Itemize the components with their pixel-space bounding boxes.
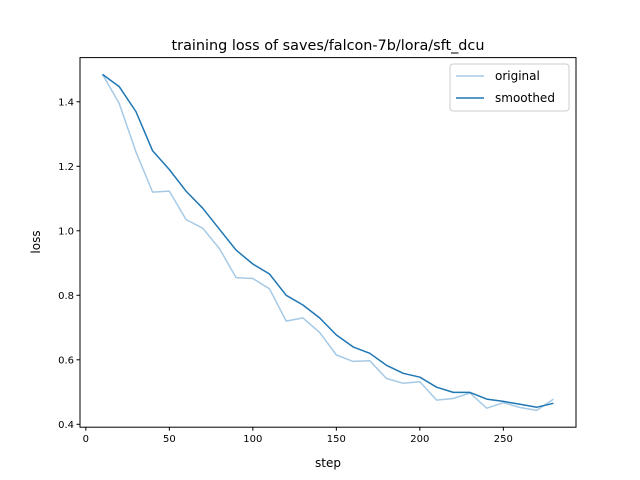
x-axis-label: step bbox=[315, 456, 341, 470]
chart-title: training loss of saves/falcon-7b/lora/sf… bbox=[172, 38, 485, 54]
series-line-smoothed bbox=[102, 73, 554, 408]
x-tick: 200 bbox=[410, 427, 429, 445]
y-tick-label: 0.4 bbox=[58, 420, 74, 431]
series-line-original bbox=[101, 74, 554, 412]
x-tick: 250 bbox=[494, 427, 513, 445]
x-tick-label: 0 bbox=[83, 434, 89, 445]
y-tick-label: 0.8 bbox=[58, 291, 74, 302]
x-tick: 150 bbox=[327, 427, 346, 445]
y-tick-label: 1.0 bbox=[58, 226, 74, 237]
series-layer bbox=[101, 73, 554, 412]
y-tick: 0.4 bbox=[58, 420, 80, 431]
y-tick-label: 1.4 bbox=[58, 97, 74, 108]
x-tick-label: 100 bbox=[243, 434, 262, 445]
x-tick: 0 bbox=[83, 427, 89, 445]
legend-label-original: original bbox=[495, 69, 540, 83]
x-tick-label: 50 bbox=[163, 434, 176, 445]
y-tick: 1.0 bbox=[58, 226, 80, 237]
legend: original smoothed bbox=[449, 63, 570, 112]
x-tick: 100 bbox=[243, 427, 262, 445]
y-tick: 0.8 bbox=[58, 291, 80, 302]
y-axis-ticks: 0.4 0.6 0.8 1.0 1.2 1.4 bbox=[58, 97, 80, 431]
x-tick-label: 150 bbox=[327, 434, 346, 445]
x-tick-label: 200 bbox=[410, 434, 429, 445]
y-axis-label: loss bbox=[29, 230, 43, 253]
x-axis-ticks: 0 50 100 150 200 250 bbox=[83, 427, 513, 445]
y-tick-label: 0.6 bbox=[58, 355, 74, 366]
legend-label-smoothed: smoothed bbox=[495, 91, 555, 105]
x-tick-label: 250 bbox=[494, 434, 513, 445]
y-tick: 1.4 bbox=[58, 97, 80, 108]
axes-frame bbox=[79, 57, 577, 428]
y-tick: 1.2 bbox=[58, 162, 80, 173]
y-tick-label: 1.2 bbox=[58, 162, 74, 173]
x-tick: 50 bbox=[163, 427, 176, 445]
y-tick: 0.6 bbox=[58, 355, 80, 366]
